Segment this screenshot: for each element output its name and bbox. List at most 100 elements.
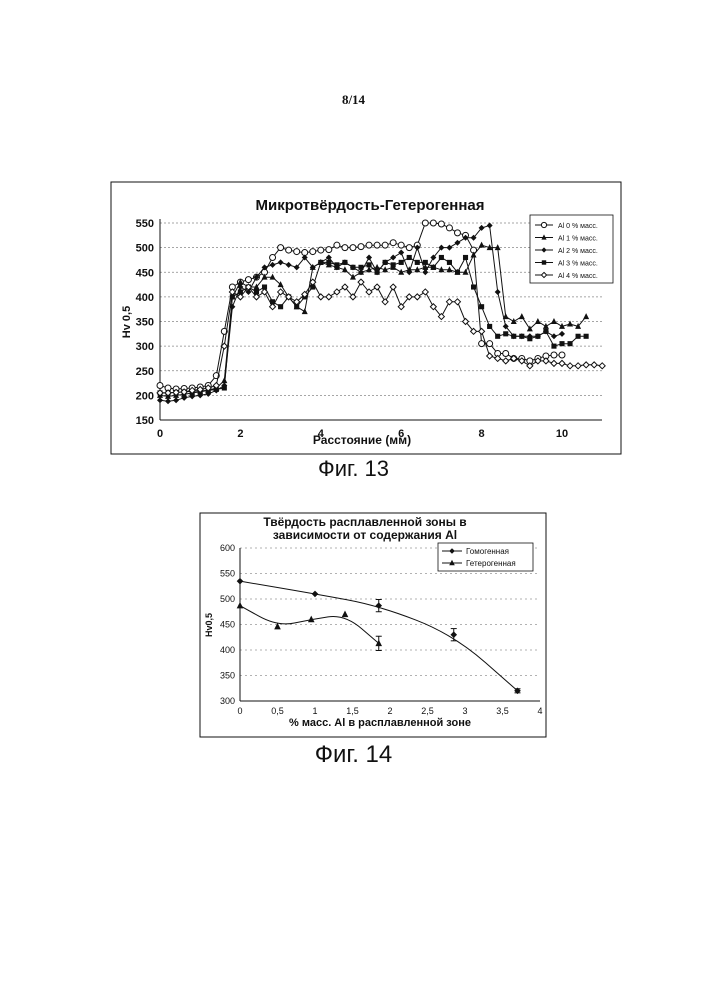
chart14-x-tick-label: 1,5: [346, 706, 359, 716]
figure-13-caption: Фиг. 13: [0, 456, 707, 482]
chart13-data-point: [374, 242, 380, 248]
chart13-data-point: [535, 334, 540, 339]
chart13-data-point: [334, 242, 340, 248]
chart13-data-point: [318, 260, 323, 265]
chart13-y-tick-label: 450: [136, 267, 154, 279]
chart13-data-point: [439, 255, 444, 260]
chart13-data-point: [454, 230, 460, 236]
chart13-data-point: [342, 260, 347, 265]
chart13-data-point: [415, 260, 420, 265]
chart13-y-tick-label: 250: [136, 366, 154, 378]
chart13-data-point: [567, 341, 572, 346]
chart13-x-tick-label: 10: [556, 428, 568, 440]
chart13-data-point: [326, 260, 331, 265]
chart13-data-point: [326, 247, 332, 253]
chart13-data-point: [406, 245, 412, 251]
chart14-legend-label: Гомогенная: [466, 547, 509, 556]
chart13-data-point: [423, 260, 428, 265]
chart14-y-tick-label: 400: [220, 645, 235, 655]
chart13-data-point: [446, 225, 452, 231]
chart14-x-tick-label: 1: [312, 706, 317, 716]
chart13-data-point: [487, 324, 492, 329]
chart13-y-tick-label: 550: [136, 218, 154, 230]
chart13-data-point: [503, 331, 508, 336]
chart13-data-point: [479, 304, 484, 309]
chart13-data-point: [503, 351, 509, 357]
chart13-legend-label: Al 0 % масс.: [558, 223, 598, 230]
chart13-data-point: [318, 247, 324, 253]
chart13-legend-label: Al 1 % масс.: [558, 236, 598, 243]
chart13-legend-label: Al 4 % масс.: [558, 273, 598, 280]
chart14-y-tick-label: 500: [220, 594, 235, 604]
chart13-data-point: [366, 262, 371, 267]
chart13-data-point: [222, 385, 227, 390]
chart13-data-point: [551, 344, 556, 349]
chart13-data-point: [398, 242, 404, 248]
chart14-y-tick-label: 300: [220, 696, 235, 706]
chart13-legend-label: Al 3 % масс.: [558, 261, 598, 268]
chart13-data-point: [366, 242, 372, 248]
chart13-data-point: [479, 341, 485, 347]
chart13-data-point: [431, 265, 436, 270]
chart13-data-point: [245, 277, 251, 283]
chart13-x-tick-label: 8: [479, 428, 485, 440]
chart13-data-point: [559, 352, 565, 358]
chart13-data-point: [278, 245, 284, 251]
chart14-x-tick-label: 2,5: [421, 706, 434, 716]
chart14-title-line: Твёрдость расплавленной зоны в: [263, 515, 466, 529]
chart13-data-point: [407, 255, 412, 260]
chart13-data-point: [342, 245, 348, 251]
chart13-data-point: [511, 334, 516, 339]
chart14-y-tick-label: 550: [220, 569, 235, 579]
chart13-data-point: [463, 255, 468, 260]
chart14-x-tick-label: 3: [462, 706, 467, 716]
chart13-data-point: [383, 260, 388, 265]
chart13-legend-marker: [542, 260, 546, 264]
chart14-x-tick-label: 3,5: [496, 706, 509, 716]
chart13-data-point: [438, 221, 444, 227]
chart13-x-tick-label: 0: [157, 428, 163, 440]
chart13-data-point: [270, 254, 276, 260]
chart13-data-point: [559, 341, 564, 346]
chart13-y-tick-label: 300: [136, 341, 154, 353]
chart14-x-tick-label: 0,5: [271, 706, 284, 716]
chart13-data-point: [455, 270, 460, 275]
chart13-data-point: [551, 352, 557, 358]
chart13-data-point: [422, 220, 428, 226]
chart13-data-point: [157, 383, 163, 389]
chart14-legend-label: Гетерогенная: [466, 559, 516, 568]
chart14-y-tick-label: 350: [220, 671, 235, 681]
chart14-x-tick-label: 0: [237, 706, 242, 716]
chart13-data-point: [527, 336, 532, 341]
chart14-x-tick-label: 2: [387, 706, 392, 716]
chart13-data-point: [382, 242, 388, 248]
chart13-data-point: [543, 329, 548, 334]
chart13-data-point: [294, 249, 300, 255]
chart13-y-tick-label: 400: [136, 292, 154, 304]
chart13-data-point: [350, 265, 355, 270]
chart13-data-point: [430, 220, 436, 226]
chart13-data-point: [584, 334, 589, 339]
chart13-y-tick-label: 200: [136, 390, 154, 402]
chart13-x-tick-label: 2: [237, 428, 243, 440]
chart13-data-point: [576, 334, 581, 339]
chart13-data-point: [495, 334, 500, 339]
chart13-data-point: [519, 334, 524, 339]
chart13-data-point: [278, 304, 283, 309]
chart14-x-tick-label: 4: [537, 706, 542, 716]
chart13-data-point: [399, 260, 404, 265]
chart13-y-tick-label: 150: [136, 415, 154, 427]
chart13-legend-label: Al 2 % масс.: [558, 248, 598, 255]
chart13-y-tick-label: 350: [136, 317, 154, 329]
chart13-data-point: [447, 260, 452, 265]
chart13-x-label: Расстояние (мм): [313, 433, 411, 447]
chart14-y-tick-label: 450: [220, 620, 235, 630]
chart13-data-point: [471, 284, 476, 289]
chart13-y-label: Hv 0,5: [121, 306, 133, 338]
figure-13-chart: 1502002503003504004505005500246810Микрот…: [0, 0, 707, 1000]
chart13-data-point: [334, 262, 339, 267]
chart13-data-point: [310, 249, 316, 255]
chart13-data-point: [391, 262, 396, 267]
chart14-y-label: Hv0,5: [204, 613, 214, 637]
chart13-data-point: [350, 245, 356, 251]
